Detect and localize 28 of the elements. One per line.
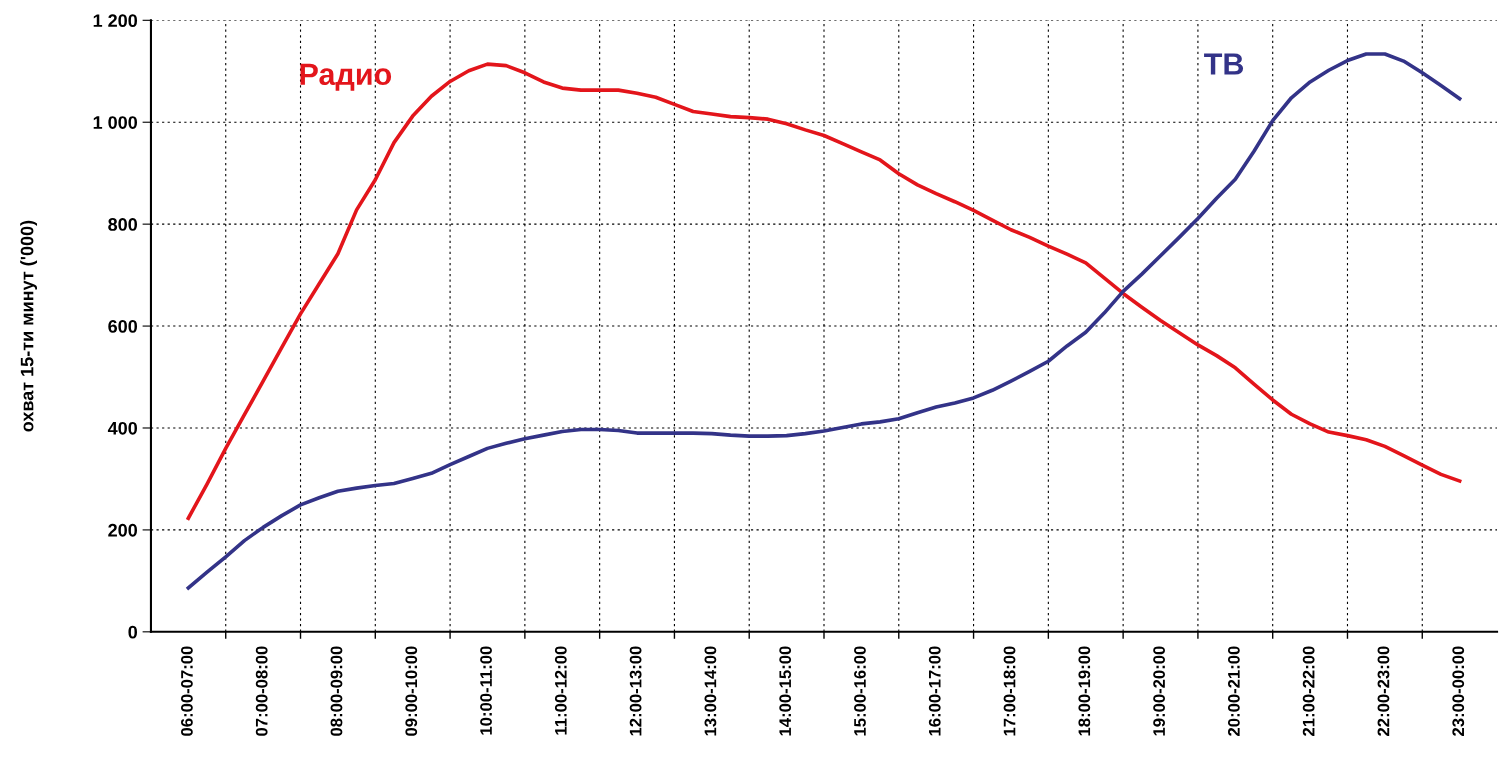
x-tick-label: 15:00-16:00 [854, 646, 866, 736]
series-label: Радио [300, 63, 392, 91]
x-tick-label: 20:00-21:00 [1227, 646, 1240, 736]
y-tick-label: 600 [108, 320, 138, 333]
y-tick-label: 800 [108, 218, 138, 231]
x-tick-label: 12:00-13:00 [629, 646, 642, 736]
y-tick-label: 400 [107, 421, 138, 435]
y-tick-label: 1 200 [93, 14, 138, 28]
x-tick-label: 09:00-10:00 [405, 646, 418, 736]
x-tick-label: 07:00-08:00 [255, 646, 268, 736]
y-tick-label: 200 [108, 523, 138, 537]
x-tick-label: 13:00-14:00 [704, 646, 717, 736]
x-tick-label: 08:00-09:00 [330, 646, 343, 736]
x-tick-label: 11:00-12:00 [554, 646, 567, 735]
series-label: ТВ [1204, 53, 1244, 75]
x-tick-label: 14:00-15:00 [779, 646, 792, 736]
x-tick-label: 16:00-17:00 [928, 646, 941, 736]
y-tick-label: 0 [128, 625, 138, 639]
y-tick-label: 1 000 [93, 116, 138, 129]
x-tick-label: 10:00-11:00 [480, 646, 492, 735]
x-tick-label: 18:00-19:00 [1078, 646, 1091, 736]
x-tick-label: 23:00-00:00 [1452, 646, 1465, 736]
x-tick-label: 17:00-18:00 [1003, 646, 1016, 736]
x-tick-label: 19:00-20:00 [1153, 646, 1165, 736]
y-axis-title: охват 15-ти минут ('000) [20, 220, 38, 432]
x-tick-label: 06:00-07:00 [181, 646, 193, 736]
x-tick-label: 22:00-23:00 [1377, 646, 1390, 736]
x-tick-label: 21:00-22:00 [1302, 646, 1315, 736]
